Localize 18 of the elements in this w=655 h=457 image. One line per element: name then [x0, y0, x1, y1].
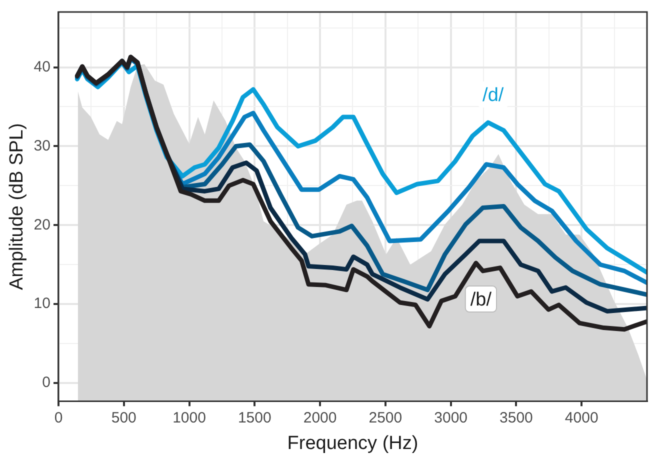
y-tick-label: 30: [34, 137, 50, 154]
y-tick-label: 20: [34, 216, 50, 234]
y-axis-title: Amplitude (dB SPL): [6, 123, 28, 290]
y-tick-label: 40: [34, 58, 50, 76]
x-tick-label: 2000: [303, 409, 337, 426]
x-tick-label: 4000: [564, 409, 598, 426]
series-label: /b/: [470, 289, 492, 310]
x-tick-label: 3000: [434, 409, 468, 426]
x-tick-label: 2500: [368, 409, 402, 426]
x-tick-label: 1000: [172, 409, 206, 426]
y-tick-label: 10: [34, 295, 50, 312]
x-tick-label: 1500: [238, 409, 272, 426]
x-tick-label: 3500: [500, 409, 533, 426]
x-tick-label: 500: [111, 409, 136, 426]
series-label: /d/: [482, 84, 504, 106]
x-axis-title: Frequency (Hz): [287, 432, 418, 454]
y-tick-label: 0: [42, 374, 50, 392]
x-tick-label: 0: [54, 409, 63, 426]
